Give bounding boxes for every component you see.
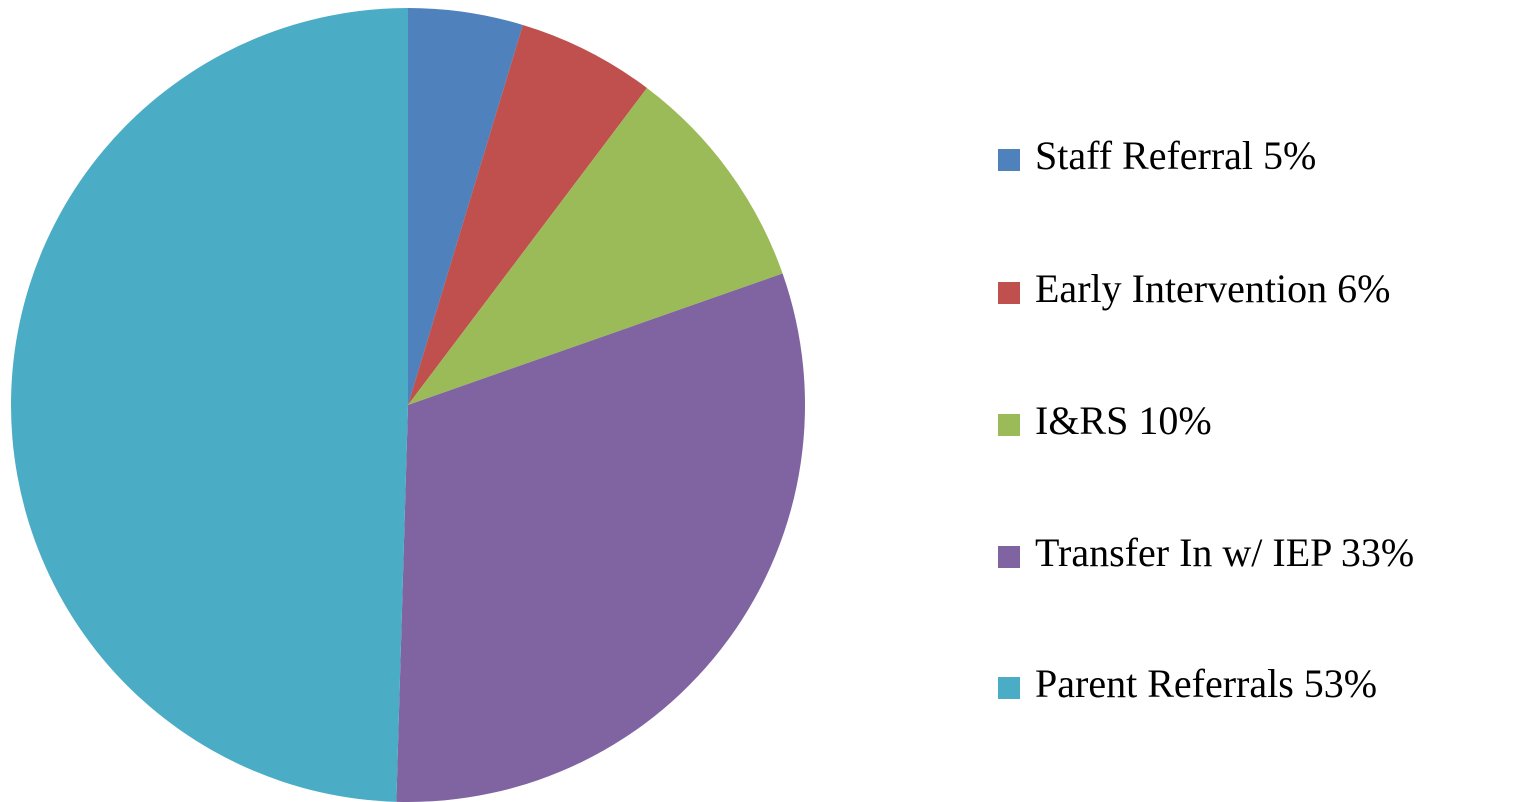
- legend-label: Transfer In w/ IEP 33%: [1035, 530, 1414, 575]
- pie-slice: [396, 273, 805, 802]
- legend-label: Parent Referrals 53%: [1035, 661, 1377, 706]
- legend-label: Early Intervention 6%: [1035, 266, 1390, 311]
- pie-slice: [408, 87, 783, 405]
- legend-swatch: [998, 149, 1020, 171]
- pie-slice: [10, 8, 409, 802]
- legend-swatch: [998, 282, 1020, 304]
- legend-label: Staff Referral 5%: [1035, 133, 1316, 178]
- legend-swatch: [998, 546, 1020, 568]
- pie-slice: [408, 8, 523, 405]
- legend-swatch: [998, 414, 1020, 436]
- legend-label: I&RS 10%: [1035, 398, 1212, 443]
- pie-slice: [408, 24, 647, 406]
- legend-swatch: [998, 677, 1020, 699]
